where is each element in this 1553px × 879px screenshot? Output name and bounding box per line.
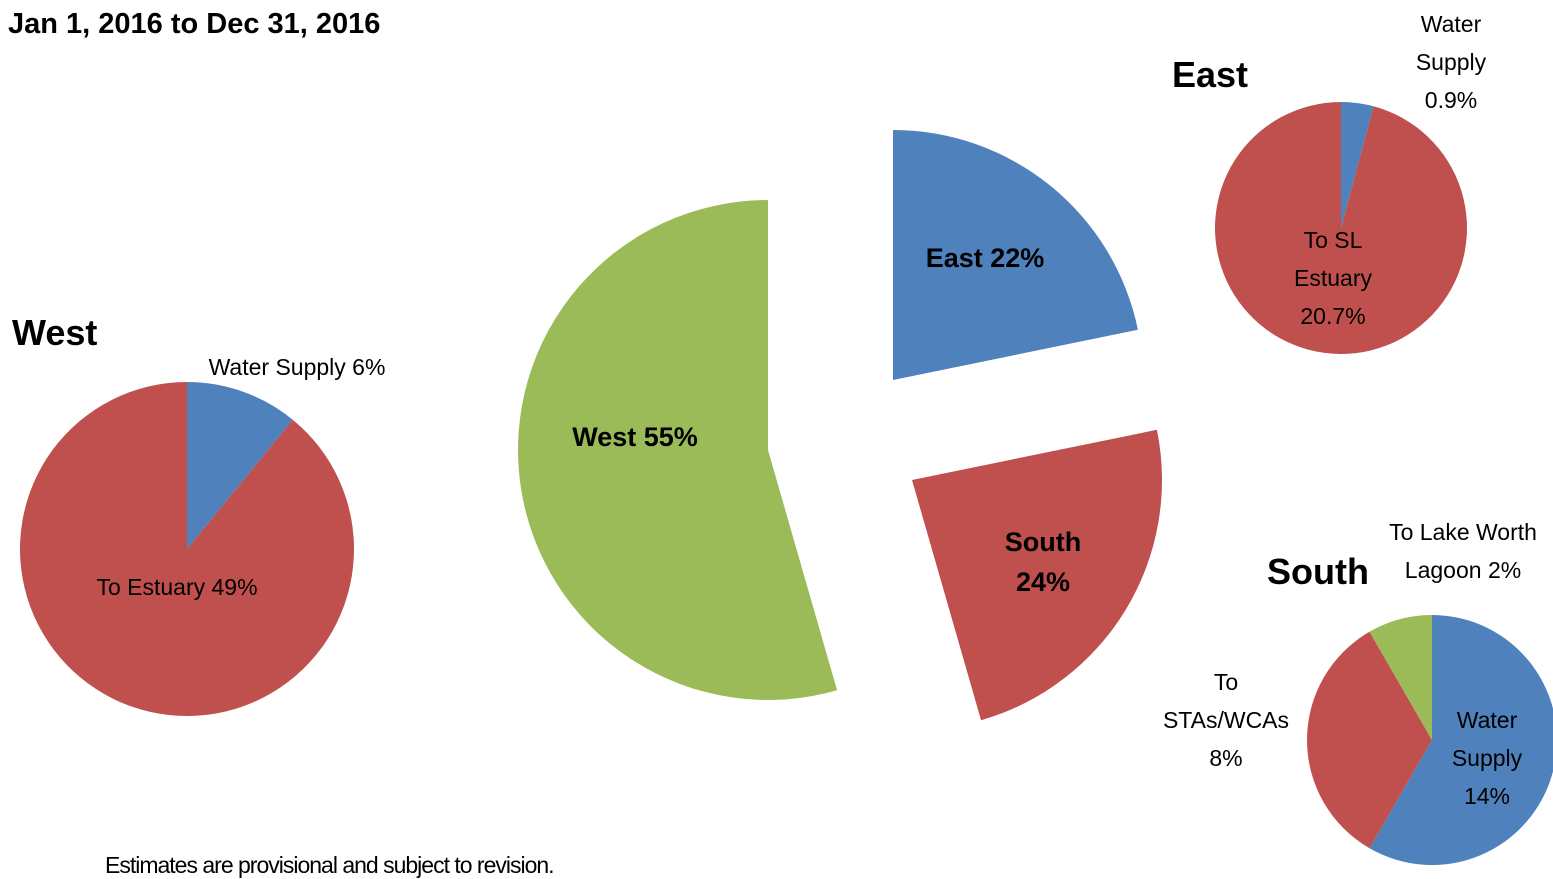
slice-value: 6% [352, 354, 385, 380]
chart-title: East [1172, 55, 1248, 95]
slice-category: To SL Estuary [1294, 227, 1372, 291]
slice-category: Water Supply [1452, 707, 1522, 771]
slice-category: To Estuary [96, 574, 205, 600]
slice-category: South [1005, 527, 1081, 557]
slice-label: To Lake Worth Lagoon 2% [1388, 513, 1538, 589]
slice-value: 2% [1488, 557, 1521, 583]
slice-value: 14% [1464, 783, 1510, 809]
slice-category: East [926, 243, 983, 273]
slice-label: South 24% [978, 522, 1108, 602]
slice-label: Water Supply 6% [202, 348, 392, 386]
slice-label: To SL Estuary 20.7% [1278, 221, 1388, 335]
slice-value: 22% [990, 243, 1044, 273]
slice-value: 0.9% [1425, 87, 1477, 113]
note: Estimates are provisional and subject to… [105, 852, 554, 879]
pie-slice [20, 382, 354, 716]
chart-title: West [12, 313, 97, 353]
slice-label: East 22% [905, 238, 1065, 278]
slice-label: To STAs/WCAs 8% [1159, 663, 1294, 777]
slice-label: West 55% [535, 417, 735, 457]
slice-label: To Estuary 49% [37, 568, 317, 606]
slice-value: 20.7% [1300, 303, 1365, 329]
slice-value: 8% [1209, 745, 1242, 771]
chart-title: South [1267, 552, 1369, 592]
slice-value: 49% [212, 574, 258, 600]
slice-value: 24% [1016, 567, 1070, 597]
slice-category: To STAs/WCAs [1163, 669, 1289, 733]
slice-label: Water Supply 14% [1440, 701, 1535, 815]
slice-value: 55% [644, 422, 698, 452]
slice-category: Water Supply [1416, 11, 1486, 75]
slice-category: Water Supply [209, 354, 346, 380]
slice-label: Water Supply 0.9% [1401, 5, 1501, 119]
slice-category: West [572, 422, 636, 452]
page-title: Jan 1, 2016 to Dec 31, 2016 [8, 8, 380, 41]
